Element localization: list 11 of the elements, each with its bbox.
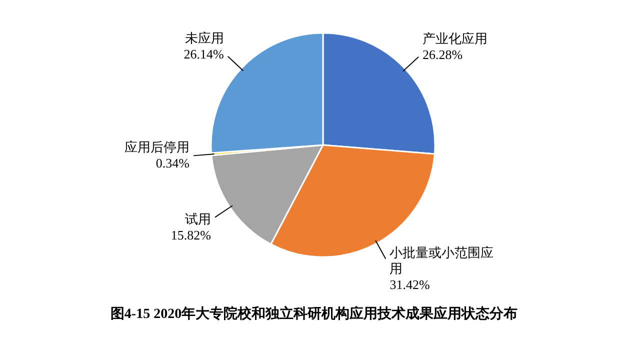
- slice-label: 小批量或小范围应用: [390, 244, 494, 276]
- slice-label: 应用后停用: [124, 140, 190, 155]
- text: 图4-15 2020年大专院校和独立科研机构应用技术成果应用状态分布: [110, 305, 518, 322]
- data-label: 26.14%: [184, 46, 224, 62]
- slice-label: 试用: [184, 211, 211, 226]
- data-label: 26.28%: [422, 46, 463, 62]
- data-label: 15.82%: [170, 227, 212, 242]
- data-label: 0.34%: [156, 156, 190, 171]
- data-label: 31.42%: [390, 276, 430, 292]
- slice-label: 未应用: [184, 30, 224, 46]
- slice-label: 产业化应用: [422, 30, 488, 46]
